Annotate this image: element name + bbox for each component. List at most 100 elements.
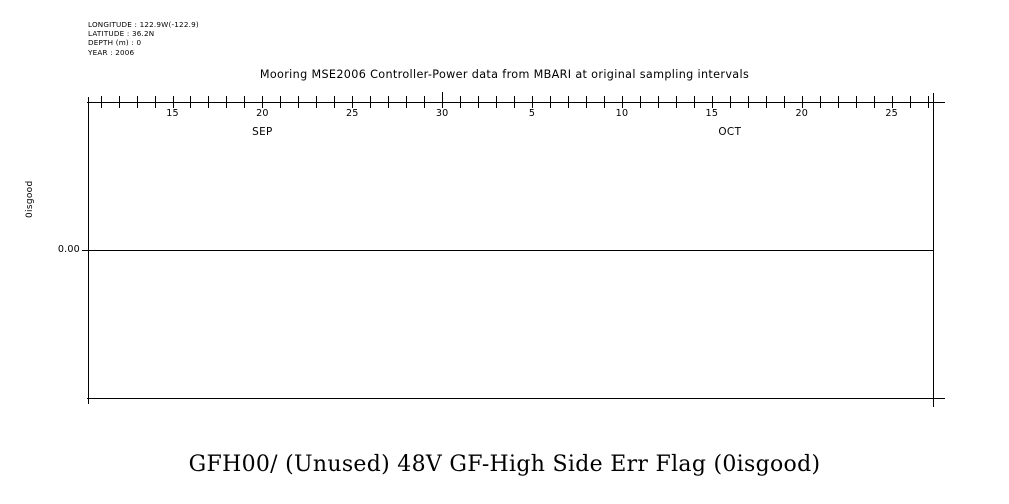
tick-bottom-day-23: [316, 96, 318, 102]
metadata-depth: DEPTH (m) : 0: [88, 38, 142, 48]
tick-top-day-17: [208, 102, 210, 108]
tick-top-day-35: [532, 102, 534, 108]
tick-top-day-25: [352, 102, 354, 108]
month-label-oct: OCT: [718, 126, 742, 138]
xtick-label-10-5: 10: [615, 108, 629, 119]
tick-bottom-day-33: [496, 96, 498, 102]
tick-bottom-day-52: [837, 96, 839, 102]
tick-bottom-day-32: [478, 96, 480, 102]
tick-bottom-day-46: [729, 96, 731, 102]
tick-bottom-day-57: [927, 96, 929, 102]
axis-right: [933, 93, 934, 407]
tick-bottom-day-21: [280, 96, 282, 102]
tick-bottom-day-11: [100, 96, 102, 102]
tick-bottom-day-45: [711, 96, 713, 102]
tick-top-day-28: [406, 102, 408, 108]
tick-bottom-day-47: [747, 96, 749, 102]
tick-top-day-56: [909, 102, 911, 108]
tick-bottom-day-49: [783, 96, 785, 102]
tick-bottom-day-53: [855, 96, 857, 102]
tick-bottom-day-13: [136, 96, 138, 102]
tick-bottom-day-30: [442, 92, 444, 102]
tick-bottom-day-25: [352, 96, 354, 102]
tick-top-day-39: [603, 102, 605, 108]
tick-top-day-49: [783, 102, 785, 108]
tick-top-day-24: [334, 102, 336, 108]
tick-bottom-day-18: [226, 96, 228, 102]
tick-top-day-29: [424, 102, 426, 108]
tick-top-day-41: [639, 102, 641, 108]
xtick-label-15-0: 15: [166, 108, 179, 119]
tick-top-day-46: [729, 102, 731, 108]
tick-top-day-36: [550, 102, 552, 108]
tick-top-day-53: [855, 102, 857, 108]
tick-top-day-52: [837, 102, 839, 108]
tick-top-day-31: [460, 102, 462, 108]
tick-top-day-21: [280, 102, 282, 108]
plot-title: Mooring MSE2006 Controller-Power data fr…: [259, 68, 750, 81]
tick-top-day-23: [316, 102, 318, 108]
tick-bottom-day-40: [621, 96, 623, 102]
tick-top-day-48: [765, 102, 767, 108]
metadata-block: LONGITUDE : 122.9W(-122.9) LATITUDE : 36…: [88, 20, 199, 57]
tick-top-day-54: [873, 102, 875, 108]
tick-bottom-day-55: [891, 96, 893, 102]
xtick-label-5-4: 5: [528, 108, 536, 119]
tick-bottom-day-28: [406, 96, 408, 102]
tick-bottom-day-50: [801, 96, 803, 102]
tick-top-day-44: [693, 102, 695, 108]
tick-top-day-16: [190, 102, 192, 108]
tick-top-day-22: [298, 102, 300, 108]
tick-bottom-day-38: [586, 96, 587, 102]
xtick-label-25-2: 25: [345, 108, 359, 119]
tick-top-day-30: [442, 102, 444, 108]
axis-bottom: [87, 398, 945, 399]
tick-bottom-day-24: [334, 96, 336, 102]
tick-bottom-day-16: [190, 96, 192, 102]
xtick-label-15-6: 15: [705, 108, 719, 119]
tick-bottom-day-36: [550, 96, 552, 102]
tick-top-day-19: [244, 102, 246, 108]
xtick-label-20-7: 20: [795, 108, 809, 119]
ytick-mark-0: [82, 250, 88, 251]
tick-top-day-40: [621, 102, 623, 108]
tick-bottom-day-20: [262, 96, 264, 102]
tick-bottom-day-41: [639, 96, 641, 102]
tick-bottom-day-39: [603, 96, 605, 102]
tick-top-day-27: [388, 102, 390, 108]
tick-bottom-day-51: [819, 96, 821, 102]
tick-top-day-57: [927, 102, 929, 108]
tick-bottom-day-27: [388, 96, 390, 102]
metadata-year: YEAR : 2006: [88, 47, 135, 57]
tick-bottom-day-48: [765, 96, 767, 102]
axis-top: [87, 102, 945, 103]
xtick-label-25-8: 25: [885, 108, 898, 119]
tick-top-day-33: [496, 102, 498, 108]
tick-bottom-day-31: [460, 96, 462, 102]
tick-bottom-day-56: [909, 96, 911, 102]
y-axis-title: 0isgood: [25, 180, 35, 218]
tick-bottom-day-44: [693, 96, 695, 102]
tick-top-day-14: [154, 102, 156, 108]
tick-bottom-day-19: [244, 96, 246, 102]
tick-top-day-15: [172, 102, 174, 108]
data-line-0isgood: [88, 250, 933, 251]
tick-top-day-37: [568, 102, 570, 108]
plot-caption: GFH00/ (Unused) 48V GF-High Side Err Fla…: [188, 452, 821, 477]
tick-top-day-42: [657, 102, 659, 108]
tick-top-day-11: [100, 102, 102, 108]
metadata-longitude: LONGITUDE : 122.9W(-122.9): [88, 20, 199, 29]
tick-bottom-day-15: [172, 96, 174, 102]
tick-top-day-38: [586, 102, 587, 108]
xtick-label-30-3: 30: [435, 108, 449, 119]
tick-bottom-day-37: [568, 96, 570, 102]
tick-top-day-43: [675, 102, 677, 108]
tick-top-day-20: [262, 102, 264, 108]
tick-top-day-55: [891, 102, 893, 108]
tick-bottom-day-12: [118, 96, 120, 102]
tick-bottom-day-43: [675, 96, 677, 102]
tick-top-day-50: [801, 102, 803, 108]
ytick-label-0: 0.00: [57, 243, 80, 255]
tick-bottom-day-29: [424, 96, 426, 102]
plot-area: 0.00 15 20 25 30 5 10 15 20 25 SEP OCT: [58, 92, 945, 407]
